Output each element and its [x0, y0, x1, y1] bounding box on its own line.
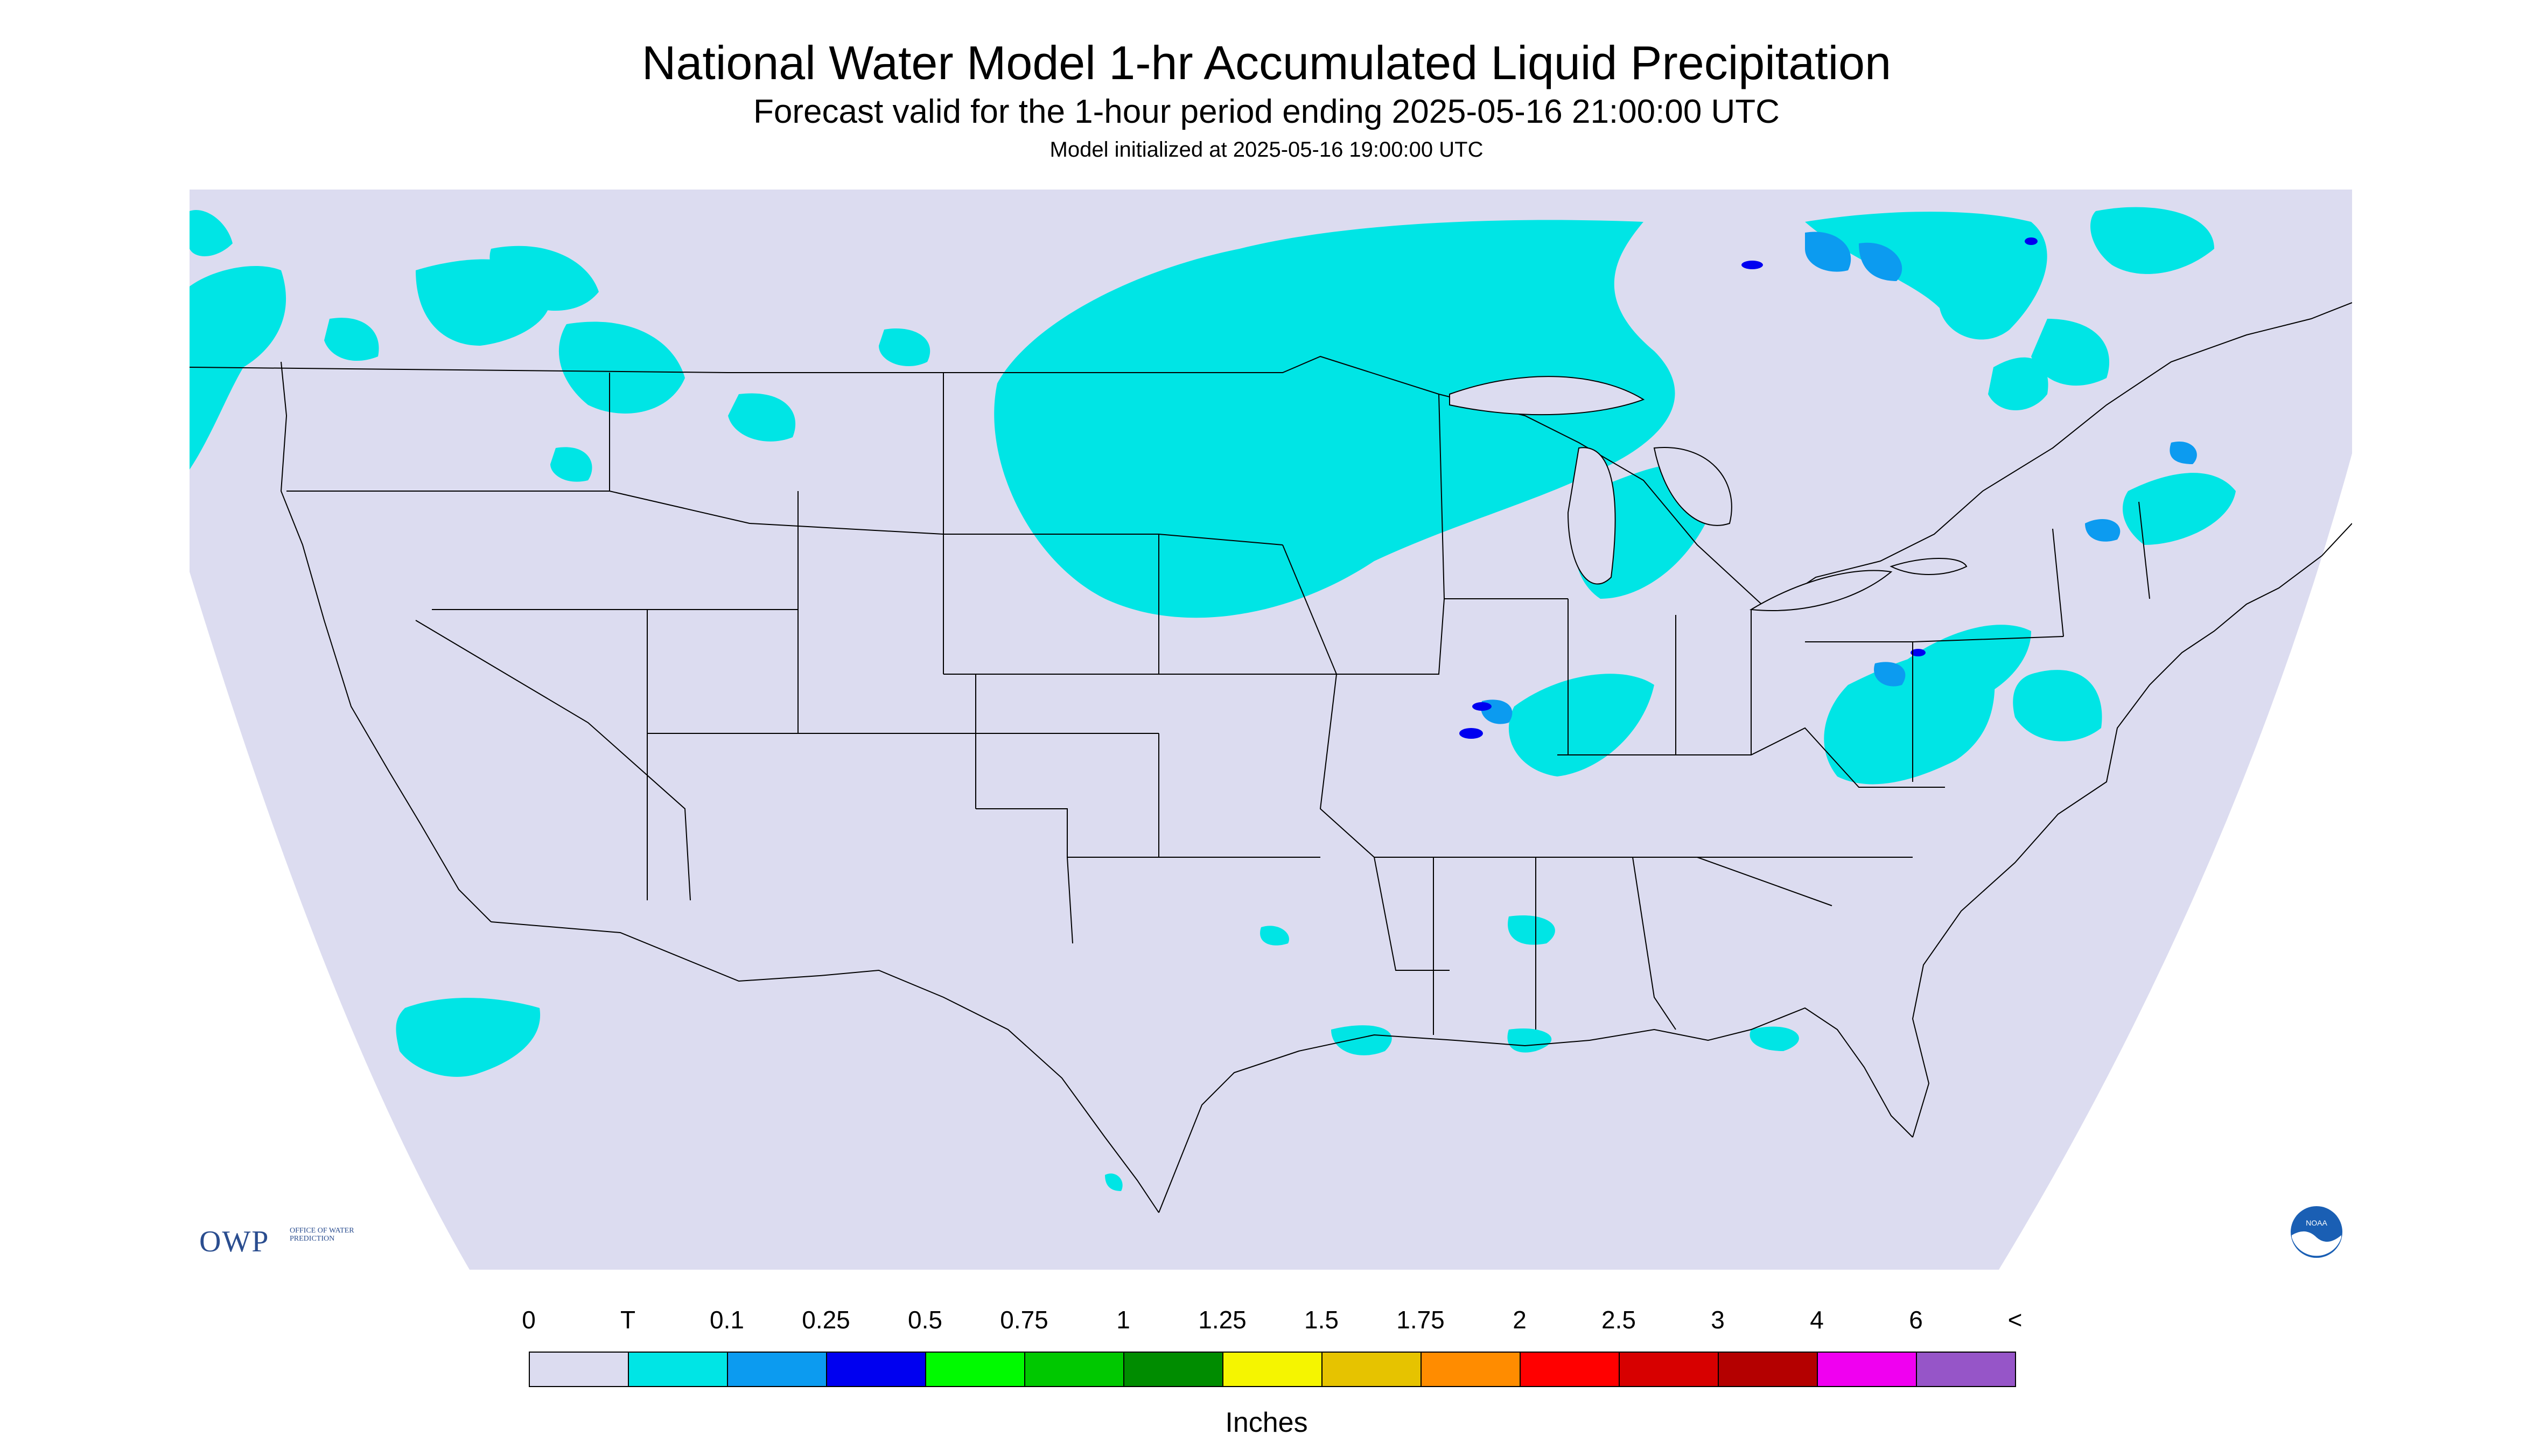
legend-tick-label: 1.75: [1396, 1306, 1445, 1334]
color-legend: [529, 1352, 2016, 1389]
legend-tick-label: 0.75: [1000, 1306, 1048, 1334]
legend-swatch: [727, 1352, 827, 1387]
precip-light-blue-areas: [1481, 232, 2197, 724]
map-subtitle: Forecast valid for the 1-hour period end…: [753, 93, 1780, 130]
noaa-logo-text: NOAA: [2306, 1219, 2327, 1227]
legend-tick-label: 6: [1909, 1306, 1923, 1334]
noaa-logo: NOAA: [2290, 1205, 2343, 1259]
legend-tick-label: 0.1: [710, 1306, 744, 1334]
legend-swatch: [1222, 1352, 1323, 1387]
model-domain: [190, 190, 2352, 1270]
legend-swatch: [1619, 1352, 1719, 1387]
legend-swatch: [925, 1352, 1025, 1387]
legend-swatch: [1024, 1352, 1124, 1387]
legend-swatch: [628, 1352, 728, 1387]
precipitation-map: [190, 190, 2352, 1270]
legend-tick-label: 3: [1711, 1306, 1725, 1334]
legend-swatch: [1421, 1352, 1521, 1387]
map-title: National Water Model 1-hr Accumulated Li…: [641, 36, 1892, 89]
legend-tick-label: 1: [1116, 1306, 1130, 1334]
legend-swatch: [1520, 1352, 1620, 1387]
owp-logo-subtext: OFFICE OF WATER PREDICTION: [290, 1227, 354, 1243]
legend-tick-label: 0: [522, 1306, 536, 1334]
legend-swatch: [826, 1352, 926, 1387]
legend-tick-label: 1.5: [1304, 1306, 1339, 1334]
great-lakes: [1449, 376, 1968, 611]
owp-logo-text: OWP: [199, 1225, 270, 1258]
legend-tick-label: 1.25: [1198, 1306, 1247, 1334]
legend-tick-label: 0.25: [802, 1306, 850, 1334]
owp-logo: OWP OFFICE OF WATER PREDICTION: [199, 1223, 372, 1260]
legend-swatch: [1321, 1352, 1422, 1387]
model-init-text: Model initialized at 2025-05-16 19:00:00…: [1049, 138, 1484, 162]
legend-tick-label: T: [620, 1306, 636, 1334]
legend-swatch: [1718, 1352, 1818, 1387]
legend-tick-label: 2: [1513, 1306, 1527, 1334]
legend-tick-label: 2.5: [1601, 1306, 1636, 1334]
legend-unit-label: Inches: [1225, 1407, 1308, 1438]
legend-swatch: [1916, 1352, 2016, 1387]
legend-tick-label: 0.5: [908, 1306, 942, 1334]
legend-tick-label: 4: [1810, 1306, 1824, 1334]
legend-swatch: [1123, 1352, 1223, 1387]
legend-tick-label: <: [2007, 1306, 2023, 1334]
legend-swatch: [529, 1352, 629, 1387]
precip-dark-blue-areas: [1459, 237, 2038, 739]
legend-swatch: [1817, 1352, 1917, 1387]
